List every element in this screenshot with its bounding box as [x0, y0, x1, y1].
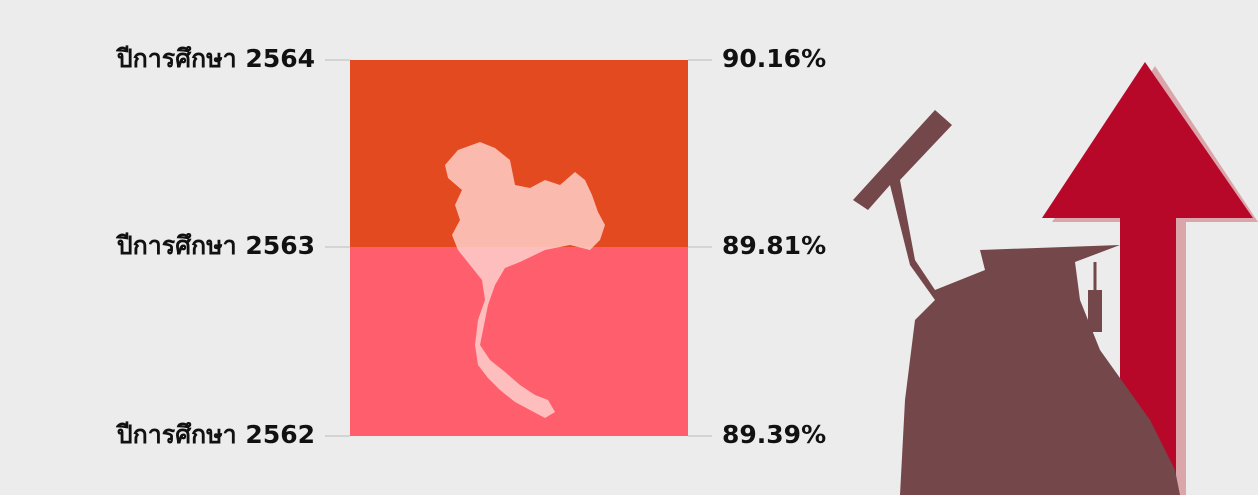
tassel-end	[1088, 290, 1102, 332]
year-label: ปีการศึกษา 2564	[115, 44, 315, 73]
bottom-band	[350, 247, 688, 436]
graduate-silhouette	[853, 110, 1180, 495]
percent-label: 90.16%	[722, 44, 826, 73]
percent-label: 89.39%	[722, 420, 826, 449]
year-label: ปีการศึกษา 2562	[115, 420, 315, 449]
percent-label: 89.81%	[722, 231, 826, 260]
year-label: ปีการศึกษา 2563	[115, 231, 315, 260]
thailand-map	[445, 142, 605, 418]
